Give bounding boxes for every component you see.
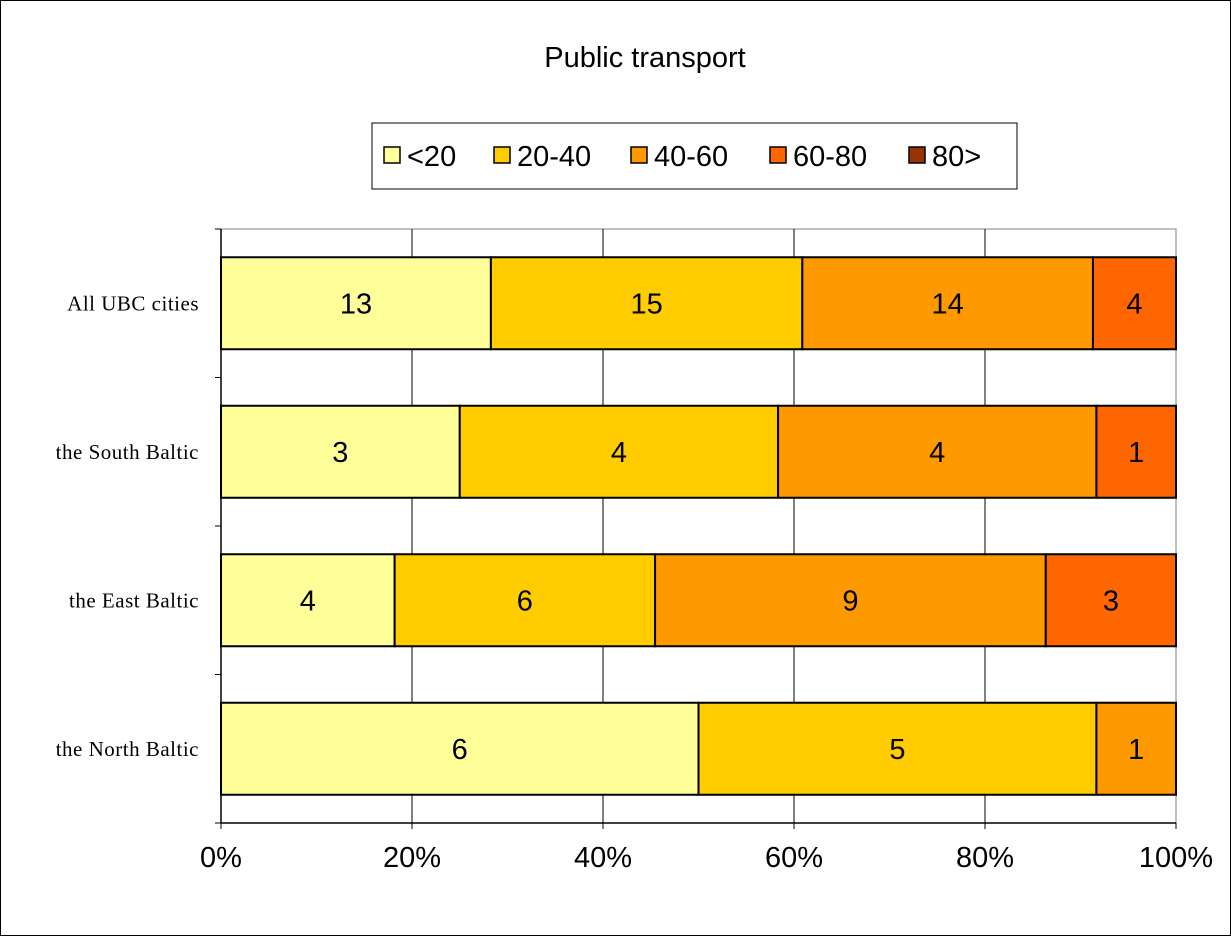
legend-label: 80> — [932, 141, 981, 173]
x-tick-label: 80% — [956, 842, 1014, 874]
data-label: 5 — [889, 734, 905, 766]
data-label: 6 — [517, 585, 533, 617]
bar-segment — [1095, 404, 1177, 499]
bar-segment — [1095, 701, 1177, 796]
chart-title: Public transport — [544, 42, 746, 74]
x-tick-label: 20% — [383, 842, 441, 874]
data-label: 1 — [1128, 437, 1144, 469]
bar-segment — [801, 256, 1094, 351]
x-tick-label: 60% — [765, 842, 823, 874]
data-label: 6 — [452, 734, 468, 766]
data-label: 4 — [611, 437, 627, 469]
category-label: the South Baltic — [56, 440, 199, 464]
data-label: 4 — [300, 585, 316, 617]
x-tick-label: 100% — [1139, 842, 1213, 874]
data-label: 15 — [630, 288, 662, 320]
data-label: 4 — [929, 437, 945, 469]
legend-swatch — [493, 146, 511, 164]
legend-swatch — [383, 146, 401, 164]
category-label: the North Baltic — [56, 737, 199, 761]
x-tick-label: 40% — [574, 842, 632, 874]
legend-swatch — [769, 146, 787, 164]
data-label: 1 — [1128, 734, 1144, 766]
legend-label: 40-60 — [654, 141, 728, 173]
data-label: 4 — [1126, 288, 1142, 320]
data-label: 14 — [931, 288, 963, 320]
legend: <20 20-40 40-60 60-80 80> — [371, 122, 1018, 190]
data-label: 13 — [340, 288, 372, 320]
category-label: the East Baltic — [69, 588, 199, 612]
bar-segment — [697, 701, 1098, 796]
bar-segment — [777, 404, 1098, 499]
bar-segment — [220, 701, 700, 796]
legend-swatch — [630, 146, 648, 164]
legend-label: <20 — [407, 141, 456, 173]
bar-segment — [1091, 256, 1178, 351]
legend-label: 60-80 — [793, 141, 867, 173]
bar-segment — [458, 404, 780, 499]
x-tick-label: 0% — [200, 842, 242, 874]
data-label: 9 — [842, 585, 858, 617]
legend-label: 20-40 — [517, 141, 591, 173]
data-label: 3 — [332, 437, 348, 469]
data-label: 3 — [1103, 585, 1119, 617]
bar-segment — [1044, 553, 1177, 648]
legend-swatch — [908, 146, 926, 164]
bar-segment — [220, 404, 461, 499]
category-label: All UBC cities — [67, 291, 199, 315]
